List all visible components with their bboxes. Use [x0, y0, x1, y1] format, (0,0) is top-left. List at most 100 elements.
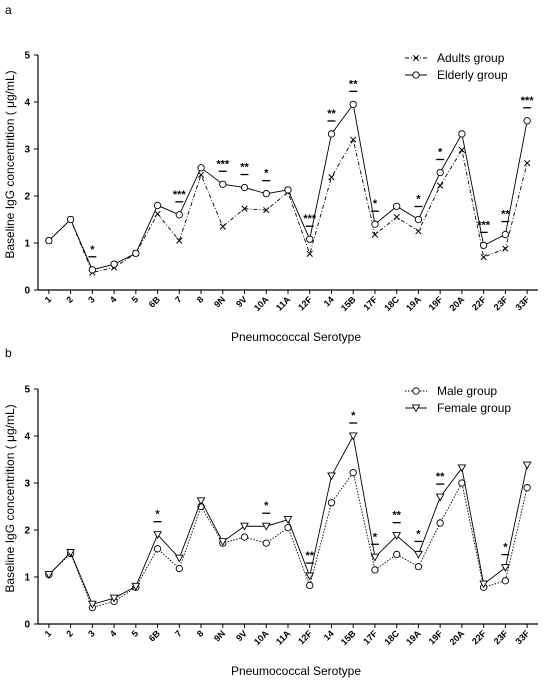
legend-label-1: Female group: [437, 401, 511, 415]
series-0-point-stroke: [523, 159, 531, 167]
series-1-point: [174, 554, 184, 563]
x-tick-label: 11A: [274, 294, 293, 313]
significance-stars: *: [373, 198, 378, 210]
series-0-point: [306, 250, 313, 257]
legend-label-1: Elderly group: [437, 68, 508, 82]
series-0-point: [393, 550, 401, 559]
x-tick-label: 19F: [427, 294, 445, 312]
series-0-point-stroke: [393, 213, 400, 221]
significance-stars: **: [436, 471, 445, 483]
series-line-0: [48, 138, 528, 274]
x-tick-label: 12F: [296, 294, 314, 312]
series-1-point: [480, 241, 488, 250]
significance-stars: **: [327, 108, 336, 120]
series-0-point-stroke: [502, 245, 509, 252]
x-tick-label: 3: [86, 628, 97, 639]
series-0-point: [371, 566, 379, 574]
y-tick-label: 5: [24, 51, 30, 62]
x-tick-label: 2: [64, 628, 75, 639]
series-0-point: [240, 533, 249, 541]
series-0-point: [414, 563, 423, 571]
series-1-point: [45, 236, 53, 245]
x-tick-label: 11A: [274, 628, 293, 647]
series-1-point: [110, 260, 118, 268]
series-0-point-stroke: [219, 223, 226, 230]
series-1-point: [370, 553, 380, 562]
x-tick-label: 17F: [361, 628, 379, 646]
series-1-point: [88, 266, 96, 274]
x-tick-label: 5: [130, 294, 141, 305]
significance-stars: **: [392, 510, 401, 522]
series-0-point: [197, 171, 205, 179]
series-1-point: [283, 516, 293, 525]
x-tick-label: 15B: [339, 628, 358, 647]
y-tick-label: 2: [24, 192, 30, 203]
series-1-point: [109, 594, 119, 603]
series-0-point-stroke: [371, 231, 379, 238]
series-1-point: [197, 164, 205, 172]
series-0-point-stroke: [176, 237, 183, 244]
y-tick-label: 1: [24, 573, 30, 584]
series-1-point: [435, 493, 445, 502]
series-1-point: [414, 550, 423, 559]
significance-stars: *: [264, 168, 269, 180]
series-0-point: [327, 499, 336, 507]
series-0-point: [458, 146, 466, 154]
series-1-point: [261, 522, 271, 531]
x-tick-label: 18C: [382, 294, 401, 313]
x-tick-label: 8: [195, 294, 206, 305]
x-tick-label: 17F: [361, 294, 379, 312]
significance-stars: *: [416, 528, 421, 540]
legend-marker-0: [412, 54, 420, 62]
significance-stars: *: [503, 542, 508, 554]
series-0-point: [436, 519, 444, 527]
series-1-point: [457, 464, 467, 473]
x-tick-label: 4: [108, 294, 119, 305]
series-0-point: [415, 228, 422, 235]
series-0-point: [502, 245, 509, 252]
series-1-point: [132, 249, 140, 257]
x-tick-label: 14: [322, 628, 336, 642]
series-0-point-stroke: [306, 250, 313, 257]
legend-label-0: Male group: [437, 384, 497, 398]
series-0-point: [501, 577, 510, 585]
series-0-point-stroke: [480, 253, 487, 261]
x-tick-label: 15B: [339, 294, 358, 313]
series-1-point: [327, 472, 336, 481]
significance-stars: *: [264, 500, 269, 512]
series-0-point: [241, 205, 248, 212]
significance-stars: ***: [173, 189, 187, 201]
x-tick-label: 22F: [470, 628, 488, 646]
x-tick-label: 18C: [382, 628, 401, 647]
y-tick-label: 0: [24, 620, 30, 631]
series-1-point: [262, 189, 270, 198]
significance-stars: **: [349, 78, 358, 90]
series-0-point: [480, 253, 487, 261]
x-tick-label: 23F: [492, 628, 510, 646]
legend-marker-1: [412, 71, 420, 79]
series-0-point: [306, 581, 314, 590]
x-tick-label: 19F: [427, 628, 445, 646]
series-1-point: [523, 117, 531, 125]
x-tick-label: 12F: [296, 628, 314, 646]
y-tick-label: 5: [24, 385, 30, 396]
significance-stars: ***: [303, 213, 317, 225]
series-0-point-stroke: [241, 205, 248, 212]
series-1-point: [392, 532, 402, 540]
x-tick-label: 6B: [147, 294, 163, 310]
series-0-point-stroke: [350, 136, 357, 143]
significance-stars: *: [155, 509, 160, 521]
significance-stars: ***: [521, 95, 535, 107]
significance-stars: *: [373, 531, 378, 543]
x-tick-label: 19A: [404, 294, 423, 313]
x-tick-label: 19A: [404, 628, 423, 647]
series-0-point: [349, 469, 357, 477]
series-0-point: [350, 136, 357, 143]
series-1-point: [175, 211, 183, 219]
significance-stars: *: [351, 410, 356, 422]
y-axis-title: Baseline IgG concentrition ( μg/mL): [3, 404, 17, 592]
y-axis-title: Baseline IgG concentrition ( μg/mL): [3, 70, 17, 258]
legend-marker-0: [412, 387, 420, 395]
series-0-point-stroke: [458, 146, 466, 154]
series-0-point-stroke: [328, 174, 335, 181]
